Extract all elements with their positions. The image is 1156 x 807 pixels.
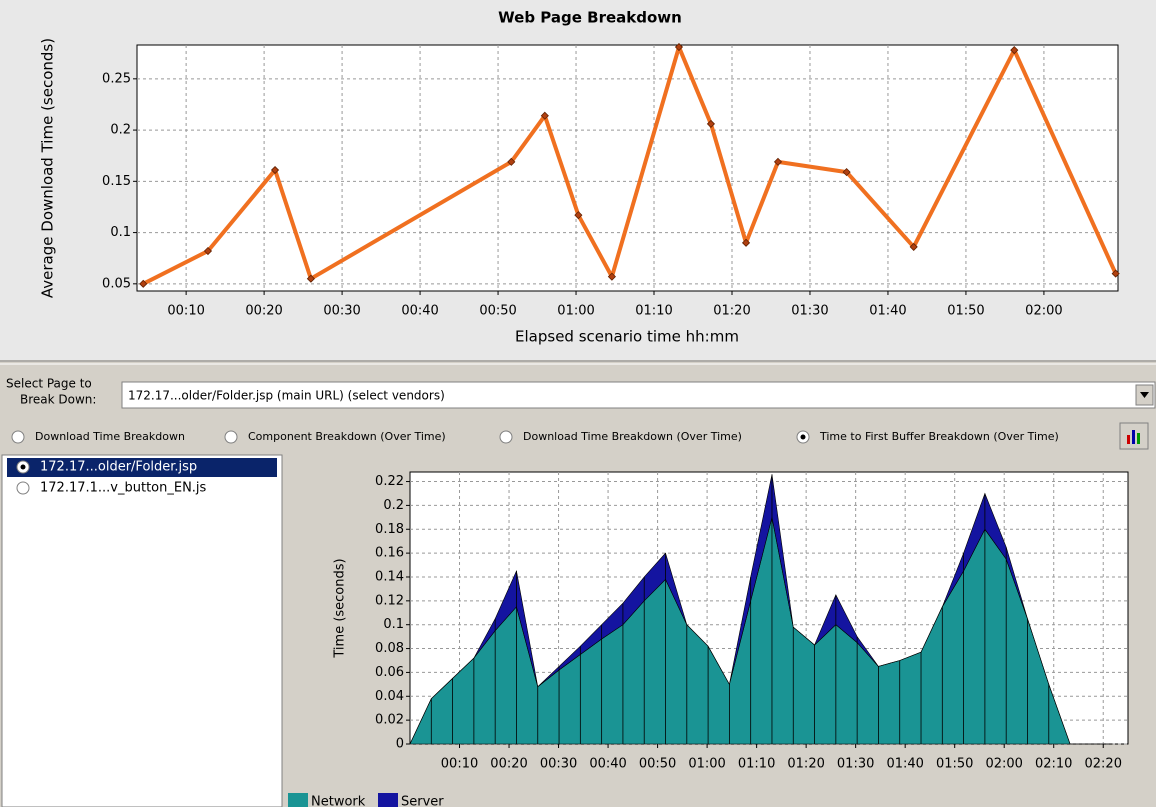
x-tick-label: 00:30: [540, 757, 577, 772]
x-tick-label: 01:50: [936, 757, 973, 772]
y-tick-label: 0.1: [110, 225, 131, 240]
y-tick-label: 0.22: [375, 474, 404, 489]
x-tick-label: 01:00: [557, 304, 594, 319]
dropdown-arrow: [1140, 392, 1149, 398]
y-tick-label: 0.18: [375, 522, 404, 537]
x-tick-label: 00:20: [490, 757, 527, 772]
x-tick-label: 02:20: [1085, 757, 1122, 772]
point: [540, 111, 549, 120]
x-tick-label: 01:20: [713, 304, 750, 319]
point: [909, 242, 918, 251]
legend-swatch: [288, 793, 308, 807]
radio-dot: [20, 464, 26, 470]
radio[interactable]: [11, 430, 25, 444]
radio-label[interactable]: Time to First Buffer Breakdown (Over Tim…: [819, 430, 1059, 443]
radio[interactable]: [16, 481, 30, 495]
point: [842, 168, 851, 177]
x-tick-label: 02:00: [1025, 304, 1062, 319]
point: [1111, 269, 1120, 278]
radio-label[interactable]: Component Breakdown (Over Time): [248, 430, 446, 443]
radio-label[interactable]: Download Time Breakdown (Over Time): [523, 430, 742, 443]
x-tick-label: 00:50: [479, 304, 516, 319]
page-list: [1, 454, 283, 807]
point: [574, 211, 583, 220]
y-tick-label: 0.2: [383, 498, 404, 513]
x-tick-label: 01:30: [791, 304, 828, 319]
radio-label[interactable]: Download Time Breakdown: [35, 430, 185, 443]
dropdown-value[interactable]: 172.17...older/Folder.jsp (main URL) (se…: [128, 389, 445, 403]
selected-item[interactable]: [7, 458, 277, 477]
x-tick-label: 00:40: [589, 757, 626, 772]
x-tick-label: 00:10: [441, 757, 478, 772]
x-tick-label: 00:30: [323, 304, 360, 319]
y-tick-label: 0.06: [375, 665, 404, 680]
y-tick-label: 0.25: [102, 71, 131, 86]
x-tick-label: 01:00: [688, 757, 725, 772]
x-tick-label: 01:50: [947, 304, 984, 319]
plot-area: [136, 44, 1119, 292]
x-tick-label: 01:20: [787, 757, 824, 772]
radio[interactable]: [499, 430, 513, 444]
point: [139, 279, 148, 288]
point: [706, 119, 716, 128]
x-tick-label: 02:00: [985, 757, 1022, 772]
x-tick-label: 01:40: [886, 757, 923, 772]
point: [607, 272, 616, 281]
dropdown[interactable]: [121, 381, 1156, 409]
y-axis-label: Time (seconds): [333, 558, 348, 658]
x-tick-label: 00:50: [639, 757, 676, 772]
y-tick-label: 0.15: [102, 174, 131, 189]
x-tick-label: 01:10: [635, 304, 672, 319]
icon: [1132, 430, 1135, 444]
x-tick-label: 02:10: [1035, 757, 1072, 772]
y-tick-label: 0.04: [375, 689, 404, 704]
x-tick-label: 00:20: [245, 304, 282, 319]
point: [773, 157, 783, 166]
radio[interactable]: [224, 430, 238, 444]
select-label: Select Page to: [6, 377, 92, 391]
point: [1010, 46, 1019, 55]
legend-label: Network: [311, 795, 366, 807]
x-tick-label: 01:10: [738, 757, 775, 772]
radio-dot: [800, 434, 806, 440]
x-tick-label: 00:40: [401, 304, 438, 319]
y-tick-label: 0.14: [375, 569, 404, 584]
list-item[interactable]: 172.17...older/Folder.jsp: [40, 460, 197, 475]
list-item[interactable]: 172.17.1...v_button_EN.js: [40, 481, 207, 496]
y-tick-label: 0.16: [375, 546, 404, 561]
x-tick-label: 00:10: [167, 304, 204, 319]
point: [674, 42, 684, 52]
point: [306, 274, 315, 283]
icon: [1137, 433, 1140, 444]
x-tick-label: 01:30: [837, 757, 874, 772]
line: [142, 45, 1118, 286]
legend-label: Server: [401, 795, 444, 807]
point: [270, 165, 280, 175]
point: [203, 246, 213, 256]
x-tick-label: 01:40: [869, 304, 906, 319]
controls: Select Page to Break Down: 172.17...olde…: [1, 377, 1156, 807]
point: [507, 157, 516, 166]
y-tick-label: 0.1: [383, 617, 404, 632]
y-axis-label: Average Download Time (seconds): [39, 38, 57, 298]
select-label: Break Down:: [20, 393, 96, 407]
legend-swatch: [378, 793, 398, 807]
x-axis-label: Elapsed scenario time hh:mm: [515, 328, 739, 346]
y-tick-label: 0.12: [375, 593, 404, 608]
icon: [1127, 435, 1130, 444]
chart-title: Web Page Breakdown: [498, 9, 682, 27]
y-tick-label: 0: [396, 737, 404, 752]
y-tick-label: 0.08: [375, 641, 404, 656]
point: [741, 238, 751, 247]
y-tick-label: 0.2: [110, 123, 131, 138]
y-tick-label: 0.05: [102, 276, 131, 291]
y-tick-label: 0.02: [375, 713, 404, 728]
